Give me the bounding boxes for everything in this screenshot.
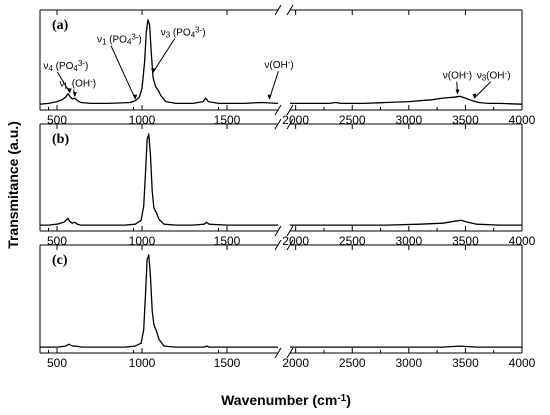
- axis-break-mark: [274, 239, 282, 251]
- x-tick-label: 1500: [214, 356, 241, 370]
- x-tick-label: 2500: [339, 356, 366, 370]
- annotation-arrow: [110, 45, 136, 99]
- x-axis-title: Wavenumber (cm-1): [221, 392, 351, 408]
- panel-label: (c): [52, 253, 68, 268]
- annotation-nu4: ν4 (PO43-): [43, 59, 88, 73]
- x-tick-label: 4000: [509, 356, 536, 370]
- spectrum-line-right: [290, 345, 522, 348]
- annotation-nuL: νL (OH-): [60, 76, 97, 90]
- annotation-arrowhead: [472, 93, 477, 99]
- annotation-nu1: ν1 (PO43-): [97, 32, 142, 46]
- axis-break-mark: [274, 347, 282, 359]
- x-tick-label: 500: [47, 356, 67, 370]
- axis-break-mark: [286, 104, 294, 116]
- annotation-arrowhead: [151, 68, 156, 74]
- axis-break-mark: [286, 239, 294, 251]
- annotation-arrow: [269, 71, 279, 99]
- annotation-arrowhead: [267, 94, 272, 100]
- axis-break-mark: [274, 104, 282, 116]
- panel-label: (a): [52, 18, 69, 33]
- annotation-arrow: [152, 38, 176, 73]
- spectrum-line-right: [290, 95, 523, 105]
- axis-break-mark: [286, 4, 294, 16]
- axis-break-mark: [286, 347, 294, 359]
- annotation-arrowhead: [72, 92, 77, 98]
- annotation-arrowhead: [455, 89, 460, 95]
- x-tick-label: 3000: [395, 356, 422, 370]
- x-tick-label: 2000: [282, 356, 309, 370]
- annotation-nuOH3: ν3(OH-): [477, 69, 511, 83]
- axis-break-mark: [274, 4, 282, 16]
- annotation-nu3: ν3 (PO43-): [161, 25, 206, 39]
- annotation-arrow: [56, 71, 71, 93]
- annotation-arrowhead: [67, 88, 72, 94]
- annotation-nuOH1: ν(OH-): [264, 58, 293, 71]
- axis-break-mark: [286, 225, 294, 237]
- spectrum-line-left: [40, 254, 278, 348]
- panel-label: (b): [52, 132, 69, 147]
- spectrum-line-left: [39, 19, 279, 105]
- annotation-arrow: [474, 81, 492, 99]
- annotation-nuOH2: ν(OH-): [443, 69, 472, 82]
- spectrum-line-left: [40, 133, 278, 226]
- axis-break-mark: [274, 118, 282, 130]
- y-axis-title: Transmitance (a.u.): [5, 121, 21, 249]
- x-tick-label: 1000: [129, 356, 156, 370]
- x-tick-label: 3500: [452, 356, 479, 370]
- annotation-arrowhead: [133, 94, 138, 100]
- axis-break-mark: [274, 225, 282, 237]
- axis-break-mark: [286, 118, 294, 130]
- spectrum-line-right: [290, 219, 522, 226]
